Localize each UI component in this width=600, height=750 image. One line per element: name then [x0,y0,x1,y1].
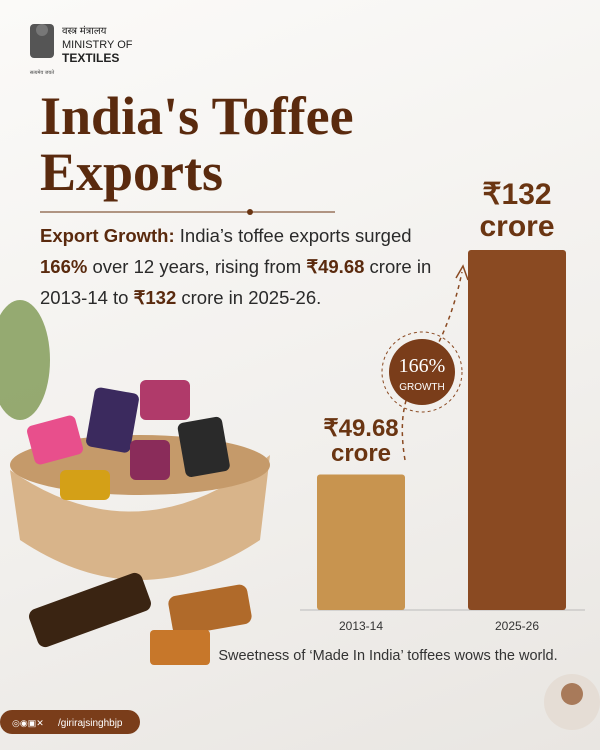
growth-badge [389,339,455,405]
ministry-label: MINISTRY OF [62,39,133,51]
footer-pill [0,710,140,734]
social-icons: ◎◉▣✕ [12,718,44,728]
growth-label: GROWTH [399,382,445,393]
description-text: ₹49.68 [306,256,365,277]
caption: Sweetness of ‘Made In India’ toffees wow… [218,648,557,664]
x-tick-label: 2025-26 [495,619,539,633]
growth-arrow [401,271,463,461]
description: Export Growth: India’s toffee exports su… [40,220,440,313]
ministry-hindi: वस्त्र मंत्रालय [62,25,107,37]
motto: सत्यमेव जयते [30,69,54,76]
description-text: over 12 years, rising from [87,256,307,277]
emblem [30,24,54,58]
title: India's Toffee Exports [40,88,354,200]
title-line: India's Toffee [40,86,354,146]
bar [317,474,405,610]
description-text: crore in 2025-26. [176,287,322,308]
bar [468,250,566,610]
divider-dot [247,209,253,215]
growth-ring [381,331,463,413]
value-label: ₹132 crore [479,178,555,243]
value-label: ₹49.68 crore [323,415,399,468]
description-text: ₹132 [133,287,177,308]
growth-value: 166% [399,355,446,377]
description-text: crore in 2013-14 to [40,256,432,308]
description-text: Export Growth: [40,225,175,246]
arrow-head [455,264,469,281]
portrait-face [561,683,583,705]
ministry-name: TEXTILES [62,51,119,65]
description-text: India’s toffee exports surged [174,225,412,246]
description-text: 166% [40,256,88,277]
title-line: Exports [40,142,224,202]
x-tick-label: 2013-14 [339,619,383,633]
toffee-illustration [0,300,270,665]
footer-handle: /girirajsinghbjp [58,718,123,729]
